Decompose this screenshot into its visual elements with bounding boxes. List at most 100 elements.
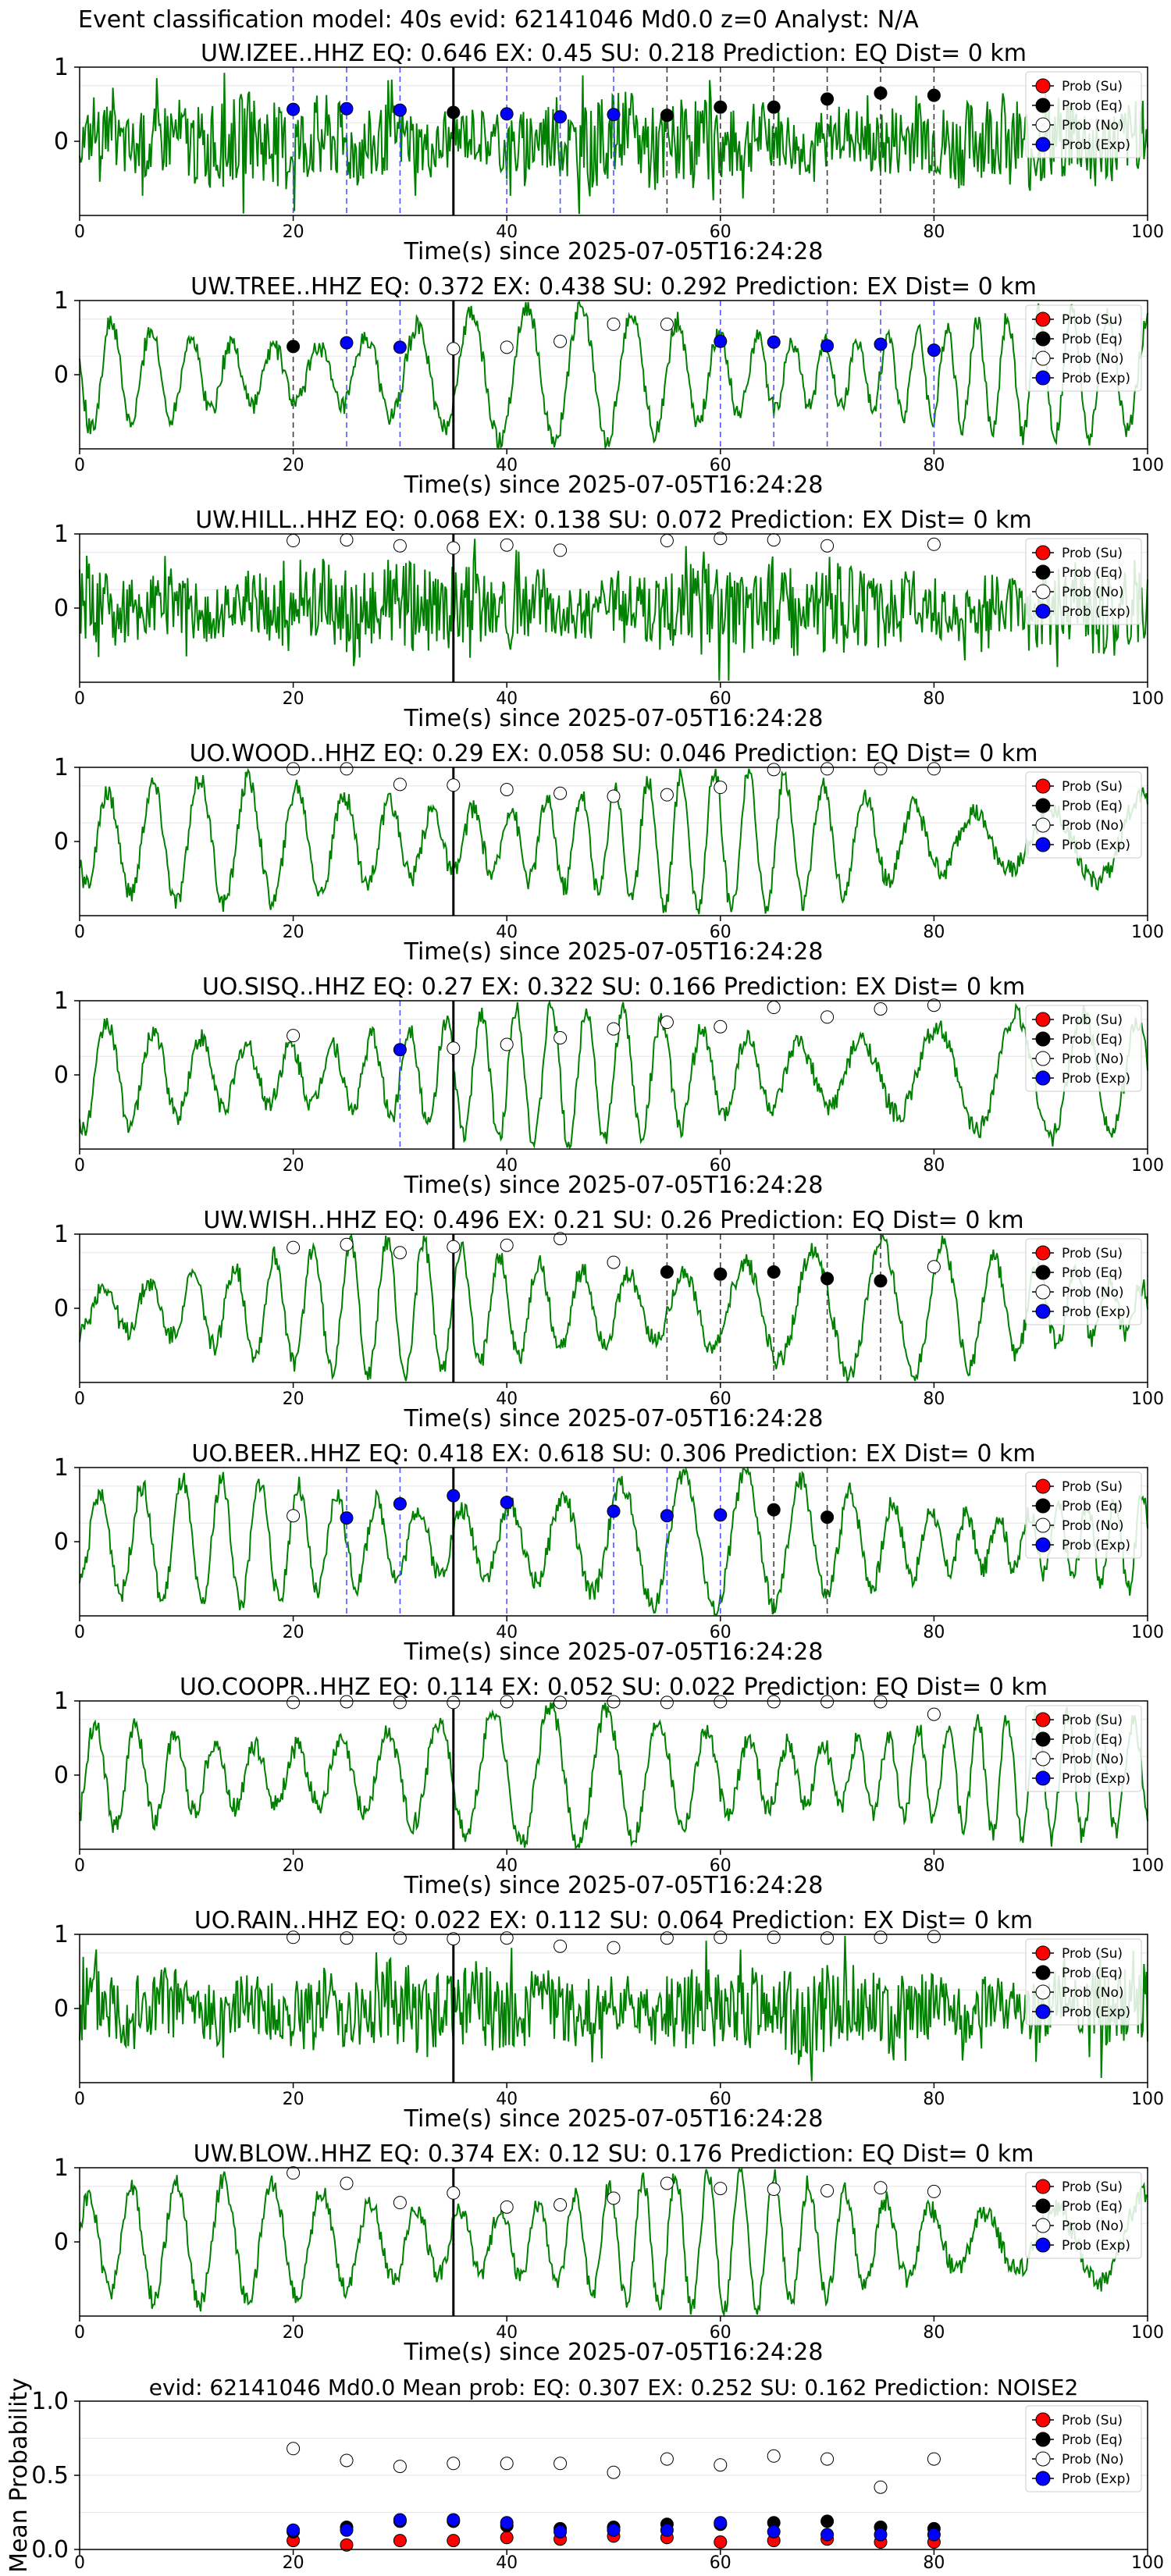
prob-marker-exp	[607, 1504, 621, 1518]
y-tick-label: 0	[54, 1062, 69, 1089]
mean-marker-no	[447, 2457, 461, 2471]
prob-marker-no	[340, 2176, 354, 2190]
legend-marker	[1035, 817, 1051, 833]
prob-marker-exp	[340, 1511, 354, 1525]
legend-box	[1025, 2405, 1142, 2492]
legend-marker	[1035, 1537, 1051, 1553]
x-tick-label: 60	[710, 2090, 731, 2109]
prob-marker-exp	[767, 335, 781, 349]
x-axis-label: Time(s) since 2025-07-05T16:24:28	[404, 471, 824, 499]
y-tick-label: 0	[54, 1295, 69, 1322]
x-tick-label: 20	[283, 1389, 304, 1409]
prob-marker-no	[767, 1695, 781, 1709]
legend-label: Prob (Eq)	[1062, 799, 1123, 814]
prob-marker-no	[287, 1695, 301, 1710]
prob-marker-no	[927, 1260, 941, 1274]
prob-marker-no	[553, 1695, 568, 1710]
legend-label: Prob (Exp)	[1062, 2471, 1130, 2487]
prob-marker-no	[287, 1930, 301, 1944]
mean-probability-panel: evid: 62141046 Md0.0 Mean prob: EQ: 0.30…	[5, 2375, 1164, 2573]
x-tick-label: 100	[1131, 2323, 1164, 2343]
prob-marker-exp	[714, 334, 728, 348]
y-tick-label: 0	[54, 828, 69, 856]
x-tick-label: 20	[283, 689, 304, 709]
legend-marker	[1035, 1712, 1051, 1727]
y-tick-label: 1	[54, 1688, 69, 1715]
prob-marker-exp	[500, 1496, 514, 1510]
prob-marker-no	[714, 1019, 728, 1034]
y-tick-label: 1	[54, 987, 69, 1015]
x-tick-label: 80	[923, 1389, 945, 1409]
legend-label: Prob (Eq)	[1062, 2432, 1123, 2448]
prob-marker-no	[607, 1022, 621, 1036]
legend-marker	[1035, 1265, 1051, 1280]
legend-marker	[1035, 1478, 1051, 1494]
x-tick-label: 20	[283, 2553, 304, 2573]
y-tick-label: 1	[54, 2154, 69, 2182]
prob-marker-no	[340, 1237, 354, 1251]
x-tick-label: 20	[283, 222, 304, 242]
mean-marker-su	[714, 2535, 728, 2549]
mean-marker-su	[340, 2538, 354, 2552]
prob-marker-no	[660, 1931, 674, 1945]
prob-marker-exp	[607, 108, 621, 122]
y-tick-label: 0	[54, 1528, 69, 1556]
waveform-trace	[79, 1233, 1148, 1383]
panel-title: UO.BEER..HHZ EQ: 0.418 EX: 0.618 SU: 0.3…	[191, 1440, 1035, 1468]
prob-marker-exp	[393, 1043, 407, 1057]
prob-marker-no	[393, 777, 407, 792]
prob-marker-no	[287, 2166, 301, 2180]
x-tick-label: 80	[923, 456, 945, 475]
x-tick-label: 100	[1131, 2553, 1164, 2573]
prob-marker-eq	[820, 1510, 835, 1525]
mean-marker-no	[874, 2480, 888, 2494]
prob-marker-no	[820, 1695, 835, 1709]
mean-marker-no	[820, 2452, 835, 2466]
y-tick-label: 0.0	[31, 2536, 69, 2564]
x-axis-label: Time(s) since 2025-07-05T16:24:28	[404, 238, 824, 265]
legend-marker	[1035, 2237, 1051, 2253]
legend-marker	[1035, 1770, 1051, 1786]
prob-marker-eq	[767, 100, 781, 114]
prob-marker-no	[607, 317, 621, 331]
prob-marker-eq	[287, 340, 301, 354]
station-panel: UO.RAIN..HHZ EQ: 0.022 EX: 0.112 SU: 0.0…	[54, 1907, 1164, 2133]
prob-marker-no	[767, 1930, 781, 1944]
legend-marker	[1035, 1051, 1051, 1066]
legend-marker	[1035, 1284, 1051, 1300]
legend-label: Prob (Eq)	[1062, 98, 1123, 114]
legend-marker	[1035, 2004, 1051, 2019]
prob-marker-no	[767, 533, 781, 547]
y-tick-label: 1	[54, 1454, 69, 1482]
legend-label: Prob (Eq)	[1062, 332, 1123, 347]
legend-box	[1025, 71, 1142, 158]
mean-marker-no	[927, 2452, 941, 2466]
legend-box	[1025, 1238, 1142, 1325]
station-panel: UW.BLOW..HHZ EQ: 0.374 EX: 0.12 SU: 0.17…	[54, 2140, 1164, 2366]
x-tick-label: 80	[923, 2553, 945, 2573]
legend-label: Prob (Exp)	[1062, 1304, 1130, 1320]
station-panel: UO.BEER..HHZ EQ: 0.418 EX: 0.618 SU: 0.3…	[54, 1440, 1164, 1666]
legend-box	[1025, 1005, 1142, 1092]
prob-marker-exp	[500, 107, 514, 121]
legend-marker	[1035, 1012, 1051, 1027]
mean-marker-exp	[287, 2523, 301, 2537]
prob-marker-eq	[874, 1274, 888, 1288]
x-tick-label: 40	[496, 222, 518, 242]
mean-marker-no	[767, 2449, 781, 2463]
mean-marker-exp	[393, 2513, 407, 2527]
prob-marker-no	[660, 534, 674, 548]
prob-marker-no	[607, 1695, 621, 1709]
prob-marker-no	[447, 1932, 461, 1946]
legend-label: Prob (Exp)	[1062, 838, 1130, 853]
x-tick-label: 100	[1131, 456, 1164, 475]
mean-marker-no	[553, 2457, 568, 2471]
x-tick-label: 40	[496, 1856, 518, 1876]
legend-marker	[1035, 2198, 1051, 2214]
x-axis-label: Time(s) since 2025-07-05T16:24:28	[404, 1405, 824, 1432]
prob-marker-no	[927, 762, 941, 776]
mean-marker-eq	[820, 2514, 835, 2528]
legend-label: Prob (Eq)	[1062, 1032, 1123, 1048]
x-tick-label: 0	[74, 1623, 85, 1642]
